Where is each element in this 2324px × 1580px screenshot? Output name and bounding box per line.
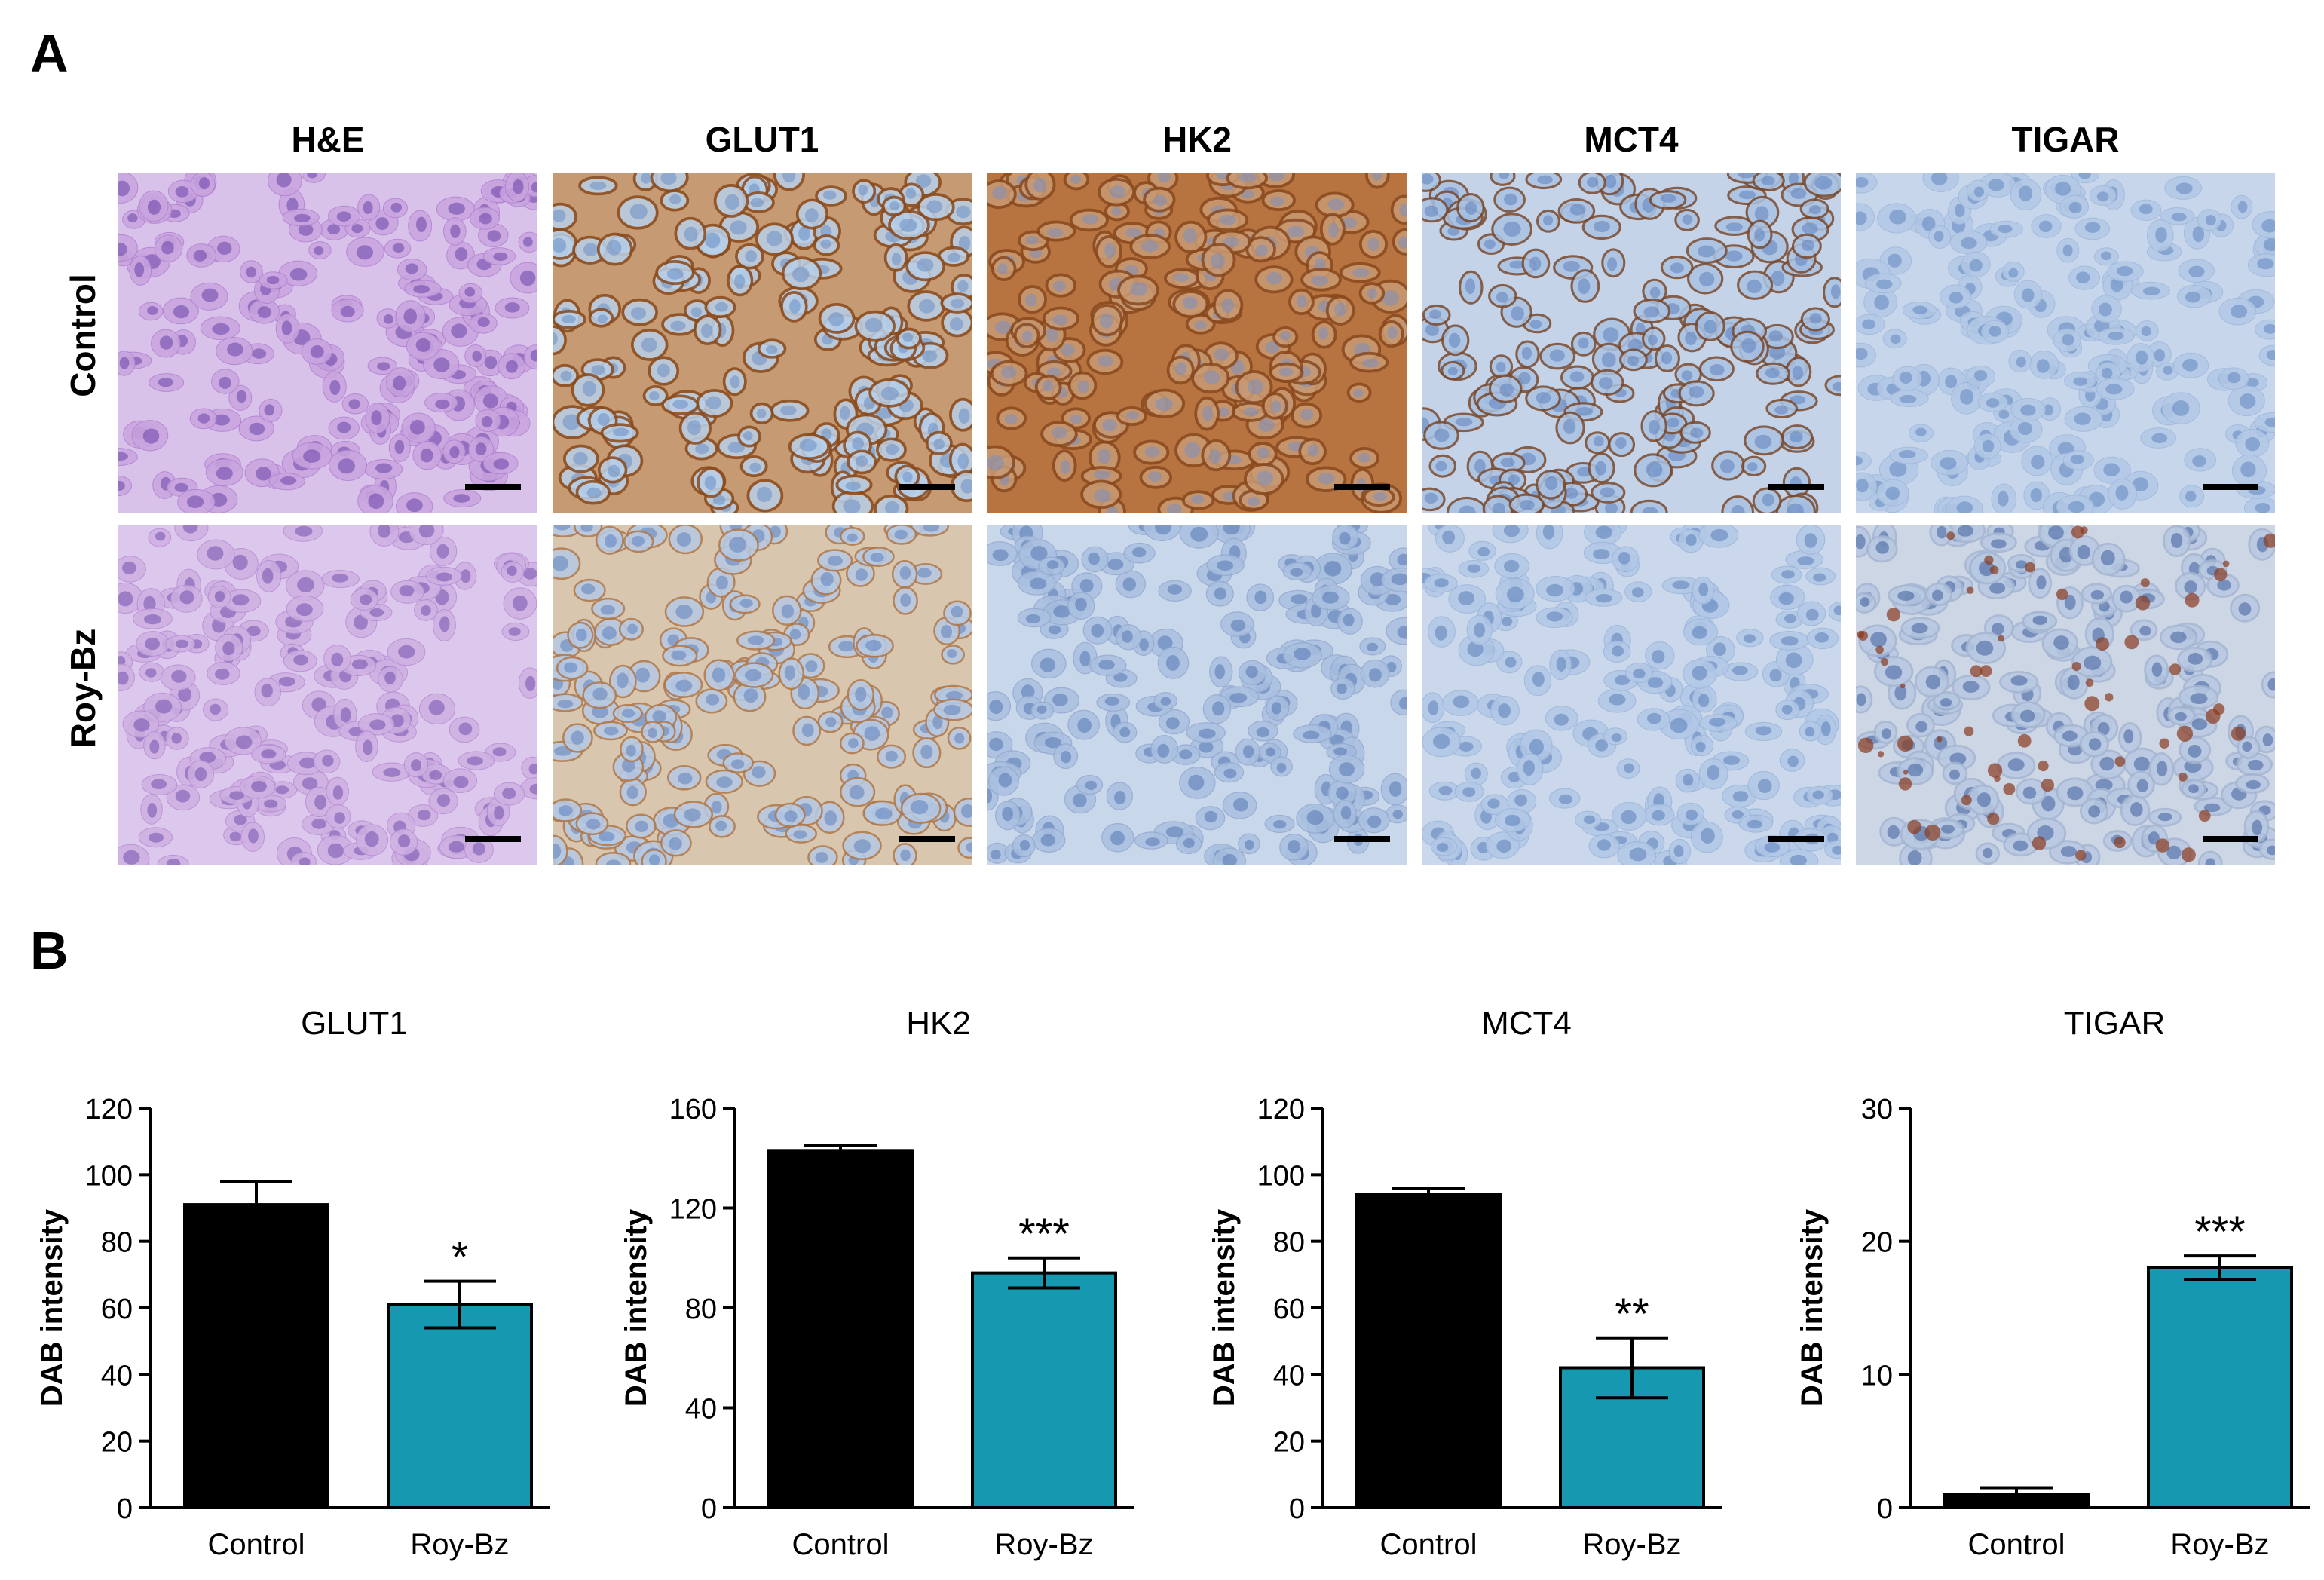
micrograph-mct4-roybz [1422, 525, 1841, 865]
x-tick-label: Roy-Bz [410, 1528, 509, 1561]
panel-letter-a: A [30, 24, 69, 83]
chart-title: TIGAR [2064, 1005, 2165, 1042]
y-tick-label: 80 [1273, 1227, 1305, 1259]
scale-bar [465, 484, 521, 490]
micrograph-hk2-control [987, 173, 1407, 513]
y-tick-label: 0 [1877, 1493, 1893, 1525]
significance-label: ** [1615, 1290, 1649, 1339]
y-tick-label: 160 [669, 1094, 717, 1125]
scale-bar [1334, 484, 1390, 490]
micrograph-hk2-roybz [987, 525, 1407, 865]
bar-roybz [971, 1271, 1117, 1509]
chart-title: HK2 [906, 1005, 971, 1042]
x-tick-label: Roy-Bz [994, 1528, 1093, 1561]
bar-control [183, 1203, 329, 1510]
chart-title: MCT4 [1481, 1005, 1572, 1042]
y-tick-label: 60 [101, 1294, 133, 1325]
y-tick-label: 20 [101, 1427, 133, 1459]
scale-bar [2203, 484, 2258, 490]
y-tick-label: 120 [669, 1194, 717, 1226]
y-tick-label: 100 [85, 1160, 133, 1192]
y-tick-label: 120 [1257, 1094, 1305, 1125]
bar-roybz [387, 1303, 533, 1510]
y-tick-label: 100 [1257, 1160, 1305, 1192]
y-tick-label: 60 [1273, 1294, 1305, 1325]
y-tick-label: 40 [101, 1360, 133, 1392]
x-tick-label: Roy-Bz [1582, 1528, 1681, 1561]
micrograph-tigar-roybz [1856, 525, 2275, 865]
y-axis-label: DAB intensity [620, 1208, 653, 1407]
y-tick-label: 80 [685, 1294, 717, 1325]
x-tick-label: Roy-Bz [2170, 1528, 2269, 1561]
micrograph-mct4-control [1422, 173, 1841, 513]
y-tick-label: 40 [685, 1394, 717, 1425]
y-tick-label: 10 [1861, 1360, 1893, 1392]
column-header-tigar: TIGAR [2011, 120, 2120, 159]
micrograph-glut1-roybz [553, 525, 972, 865]
panel-letter-b: B [30, 921, 69, 980]
bar-roybz [2147, 1266, 2293, 1509]
y-axis-label: DAB intensity [1796, 1208, 1829, 1407]
column-header-mct4: MCT4 [1584, 120, 1679, 159]
significance-label: * [452, 1233, 469, 1282]
y-tick-label: 120 [85, 1094, 133, 1125]
x-tick-label: Control [1968, 1528, 2065, 1561]
bar-control [1355, 1193, 1502, 1510]
scale-bar [1768, 484, 1824, 490]
micrograph-he-control [118, 173, 537, 513]
y-tick-label: 80 [101, 1227, 133, 1259]
y-tick-label: 30 [1861, 1094, 1893, 1125]
x-tick-label: Control [1380, 1528, 1477, 1561]
significance-label: *** [1018, 1210, 1070, 1259]
y-axis-label: DAB intensity [35, 1208, 69, 1407]
scale-bar [1334, 836, 1390, 842]
micrograph-tigar-control [1856, 173, 2275, 513]
micrograph-glut1-control [553, 173, 972, 513]
y-tick-label: 0 [1289, 1493, 1305, 1525]
scale-bar [2203, 836, 2258, 842]
scale-bar [465, 836, 521, 842]
chart-title: GLUT1 [301, 1005, 408, 1042]
column-header-glut1: GLUT1 [705, 120, 819, 159]
column-header-hk2: HK2 [1162, 120, 1232, 159]
y-tick-label: 0 [117, 1493, 133, 1525]
significance-label: *** [2194, 1208, 2246, 1257]
column-header-he: H&E [291, 120, 365, 159]
bar-control [767, 1149, 914, 1509]
micrograph-he-roybz [118, 525, 537, 865]
y-axis-label: DAB intensity [1208, 1208, 1241, 1407]
scale-bar [899, 836, 955, 842]
x-tick-label: Control [792, 1528, 889, 1561]
y-tick-label: 0 [701, 1493, 717, 1525]
y-tick-label: 40 [1273, 1360, 1305, 1392]
x-tick-label: Control [208, 1528, 305, 1561]
y-tick-label: 20 [1861, 1227, 1893, 1259]
y-tick-label: 20 [1273, 1427, 1305, 1459]
scale-bar [899, 484, 955, 490]
scale-bar [1768, 836, 1824, 842]
